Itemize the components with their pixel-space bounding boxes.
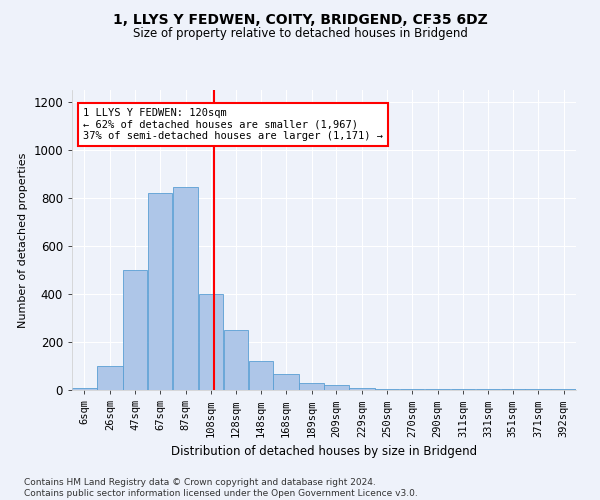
Bar (123, 270, 148, 390)
Text: Contains HM Land Registry data © Crown copyright and database right 2024.
Contai: Contains HM Land Registry data © Crown c… (24, 478, 418, 498)
Bar (148, 193, 172, 390)
Bar (551, 389, 576, 390)
Bar (72, 388, 97, 390)
Bar (97, 366, 122, 390)
Bar (476, 389, 500, 390)
Bar (299, 383, 324, 390)
Text: 1 LLYS Y FEDWEN: 120sqm
← 62% of detached houses are smaller (1,967)
37% of semi: 1 LLYS Y FEDWEN: 120sqm ← 62% of detache… (83, 108, 383, 141)
Bar (425, 389, 451, 390)
Bar (324, 385, 349, 390)
Bar (274, 374, 299, 390)
Bar (375, 389, 400, 390)
Bar (400, 389, 424, 390)
Text: 1, LLYS Y FEDWEN, COITY, BRIDGEND, CF35 6DZ: 1, LLYS Y FEDWEN, COITY, BRIDGEND, CF35 … (113, 12, 487, 26)
Bar (526, 389, 551, 390)
Bar (173, 187, 199, 390)
Bar (248, 361, 273, 390)
X-axis label: Distribution of detached houses by size in Bridgend: Distribution of detached houses by size … (171, 445, 477, 458)
Bar (199, 294, 223, 390)
Bar (224, 330, 248, 390)
Bar (451, 389, 475, 390)
Bar (500, 389, 525, 390)
Bar (349, 388, 374, 390)
Y-axis label: Number of detached properties: Number of detached properties (17, 152, 28, 328)
Text: Size of property relative to detached houses in Bridgend: Size of property relative to detached ho… (133, 28, 467, 40)
